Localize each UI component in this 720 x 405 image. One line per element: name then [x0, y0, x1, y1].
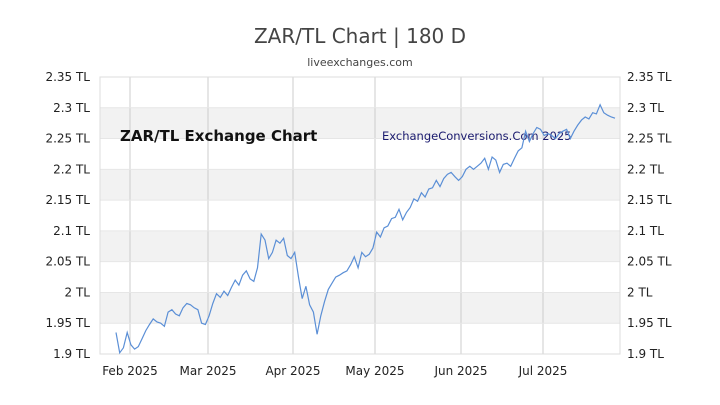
grid-band: [100, 230, 620, 262]
y-tick-label-left: 2.2 TL: [53, 162, 90, 176]
grid-band: [100, 292, 620, 324]
chart-title: ZAR/TL Chart | 180 D: [253, 24, 467, 48]
annotation-right: ExchangeConversions.Com 2025: [382, 129, 572, 143]
y-tick-label-left: 2.05 TL: [45, 255, 90, 269]
y-tick-label-left: 2.3 TL: [53, 101, 90, 115]
y-axis-right: 2.35 TL 2.3 TL 2.25 TL 2.2 TL 2.15 TL 2.1 TL 2…: [627, 70, 672, 361]
chart-subtitle: liveexchanges.com: [307, 56, 413, 69]
y-tick-label-right: 2.2 TL: [627, 162, 664, 176]
y-tick-label-right: 2.1 TL: [627, 224, 664, 238]
y-tick-label-left: 2 TL: [65, 285, 91, 299]
x-tick-label: Jul 2025: [518, 364, 568, 378]
y-tick-label-right: 2 TL: [627, 285, 653, 299]
vertical-gridlines: [129, 77, 544, 354]
y-tick-label-left: 2.35 TL: [45, 70, 90, 84]
grid-bands: [100, 107, 620, 324]
x-tick-label: May 2025: [345, 364, 404, 378]
y-axis-left: 2.35 TL 2.3 TL 2.25 TL 2.2 TL 2.15 TL 2.1 TL 2…: [45, 70, 90, 361]
y-tick-label-right: 1.95 TL: [627, 316, 672, 330]
plot-frame: [99, 76, 621, 355]
x-tick-label: Feb 2025: [102, 364, 158, 378]
y-tick-label-left: 2.25 TL: [45, 132, 90, 146]
y-tick-label-right: 2.05 TL: [627, 255, 672, 269]
y-tick-label-left: 2.1 TL: [53, 224, 90, 238]
x-tick-label: Mar 2025: [180, 364, 237, 378]
x-axis: Feb 2025 Mar 2025 Apr 2025 May 2025 Jun 2025…: [102, 364, 567, 378]
y-tick-label-right: 2.35 TL: [627, 70, 672, 84]
x-tick-label: Jun 2025: [433, 364, 487, 378]
y-tick-label-right: 2.25 TL: [627, 132, 672, 146]
series-line: [115, 103, 616, 355]
annotation-left: ZAR/TL Exchange Chart: [120, 127, 317, 145]
x-tick-label: Apr 2025: [265, 364, 320, 378]
y-tick-label-left: 1.9 TL: [53, 347, 90, 361]
y-tick-label-left: 2.15 TL: [45, 193, 90, 207]
y-tick-label-right: 2.15 TL: [627, 193, 672, 207]
y-tick-label-right: 1.9 TL: [627, 347, 664, 361]
y-tick-label-left: 1.95 TL: [45, 316, 90, 330]
grid-band: [100, 169, 620, 201]
y-tick-label-right: 2.3 TL: [627, 101, 664, 115]
